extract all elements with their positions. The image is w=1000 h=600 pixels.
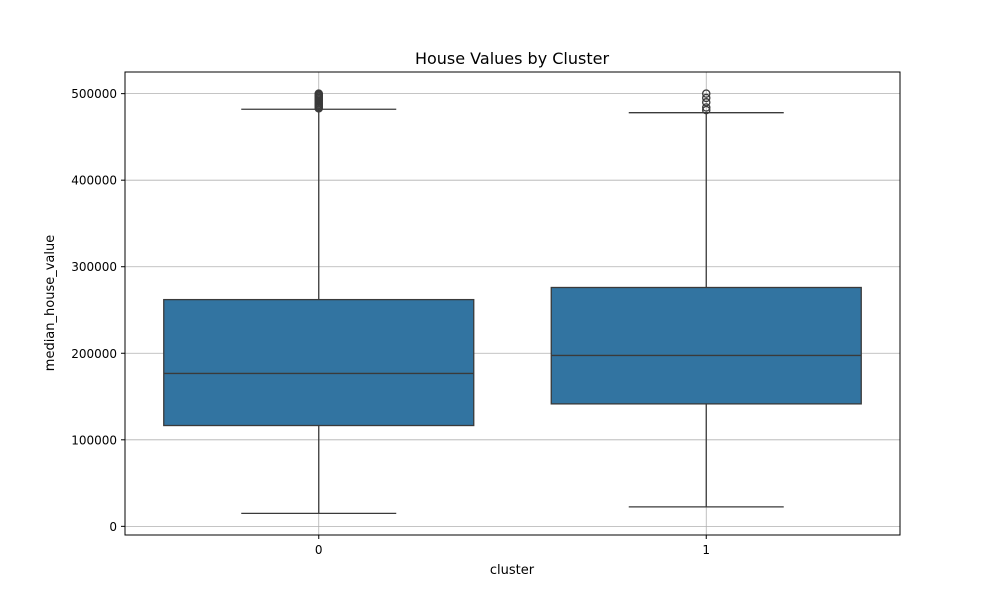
y-tick-label: 200000	[71, 347, 117, 361]
chart-title: House Values by Cluster	[415, 49, 610, 68]
y-tick-label: 500000	[71, 87, 117, 101]
plot-area-frame	[124, 71, 901, 536]
box-group-cluster-0	[163, 89, 475, 515]
y-tick-label: 0	[109, 520, 117, 534]
outlier-point	[702, 93, 711, 103]
outlier-point	[702, 98, 711, 107]
box-elements	[163, 89, 862, 515]
y-axis-label: median_house_value	[43, 235, 58, 371]
y-tick-label: 400000	[71, 174, 117, 188]
outlier-point	[702, 103, 711, 112]
iqr-box	[163, 298, 475, 427]
iqr-box	[550, 286, 862, 405]
y-axis-ticks: 0 100000 200000 300000 400000 500000	[71, 87, 125, 534]
outlier-point	[702, 89, 711, 98]
x-axis-label: cluster	[490, 563, 535, 578]
x-tick-label: 0	[315, 543, 323, 557]
y-tick-label: 100000	[71, 433, 117, 447]
x-tick-label: 1	[702, 543, 710, 557]
outlier-point	[314, 89, 323, 98]
y-tick-label: 300000	[71, 260, 117, 274]
box-group-cluster-1	[550, 89, 862, 508]
